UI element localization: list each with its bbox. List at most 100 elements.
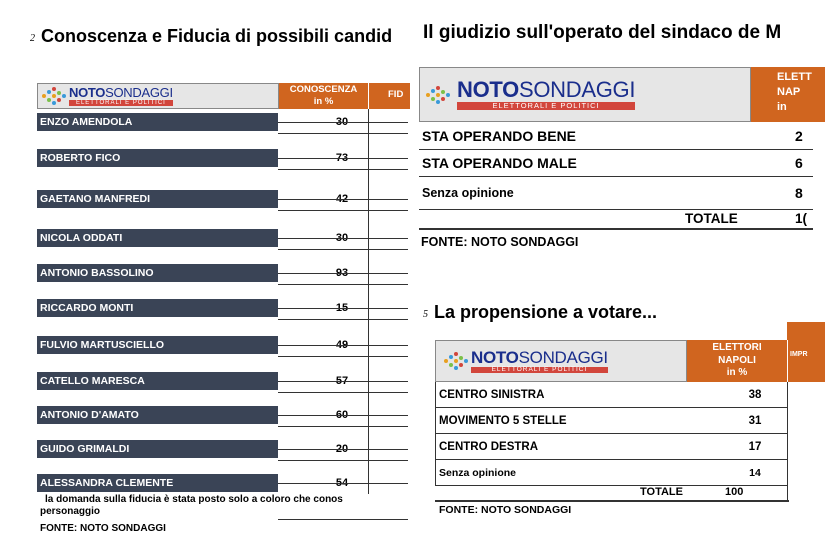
propensione-row: CENTRO DESTRA 17 xyxy=(435,434,787,460)
panel-conoscenza-fiducia: 2 Conoscenza e Fiducia di possibili candi… xyxy=(0,0,410,550)
panel3-total-value: 100 xyxy=(725,486,744,498)
header-elettori-line1: ELETT xyxy=(777,71,812,83)
candidate-name: ENZO AMENDOLA xyxy=(37,113,278,131)
giudizio-value: 6 xyxy=(795,155,803,171)
propensione-value: 14 xyxy=(749,467,761,479)
logo-dots-icon xyxy=(42,87,66,105)
logo-light: SONDAGGI xyxy=(105,85,173,100)
header-elettori-line2: NAP xyxy=(777,86,801,98)
header-elettori-napoli-line1: ELETTORI xyxy=(712,342,762,353)
giudizio-row: STA OPERANDO BENE 2 xyxy=(419,123,813,150)
propensione-label: MOVIMENTO 5 STELLE xyxy=(439,415,567,427)
logo-light: SONDAGGI xyxy=(518,77,636,103)
propensione-value: 31 xyxy=(748,415,762,427)
panel-giudizio-sindaco: Il giudizio sull'operato del sindaco de … xyxy=(417,0,825,270)
candidate-name: NICOLA ODDATI xyxy=(37,229,278,247)
logo-bold: NOTO xyxy=(457,77,519,103)
row-separator xyxy=(278,199,408,200)
panel3-title: 5 La propensione a votare... xyxy=(423,302,657,323)
panel3-title-text: La propensione a votare... xyxy=(434,302,658,322)
propensione-label: Senza opinione xyxy=(439,467,517,479)
giudizio-row: STA OPERANDO MALE 6 xyxy=(419,150,813,177)
panel1-title: 2 Conoscenza e Fiducia di possibili candi… xyxy=(30,26,392,47)
logo-sub: ELETTORALI E POLITICI xyxy=(69,100,173,106)
panel3-number: 5 xyxy=(423,309,428,320)
logo-dots-icon xyxy=(426,85,454,104)
propensione-row: CENTRO SINISTRA 38 xyxy=(435,382,787,408)
propensione-label: CENTRO DESTRA xyxy=(439,441,539,453)
header-elettori: ELETT NAP in xyxy=(751,67,825,122)
panel2-total-label: TOTALE xyxy=(685,211,738,226)
row-separator xyxy=(278,158,408,159)
row-separator xyxy=(278,169,408,170)
giudizio-label: STA OPERANDO BENE xyxy=(422,128,577,144)
row-separator xyxy=(278,356,408,357)
panel3-logo: NOTOSONDAGGI ELETTORALI E POLITICI xyxy=(435,340,687,382)
candidate-name: ANTONIO BASSOLINO xyxy=(37,264,278,282)
row-separator xyxy=(278,133,408,134)
giudizio-label: Senza opinione xyxy=(422,186,514,200)
header-elettori-napoli-line2: NAPOLI xyxy=(718,354,756,366)
row-separator xyxy=(278,426,408,427)
row-separator xyxy=(278,449,408,450)
panel1-note: la domanda sulla fiducia è stata posto s… xyxy=(45,494,343,505)
giudizio-value: 2 xyxy=(795,128,803,144)
panel3-total-label: TOTALE xyxy=(640,486,683,498)
candidate-name: GAETANO MANFREDI xyxy=(37,190,278,208)
logo-light: SONDAGGI xyxy=(518,347,609,367)
row-separator xyxy=(278,319,408,320)
header-impr: IMPR xyxy=(788,340,825,382)
row-separator xyxy=(278,381,408,382)
logo-sub: ELETTORALI E POLITICI xyxy=(457,102,636,110)
panel-propensione-voto: 5 La propensione a votare... NOTOSONDAGGI… xyxy=(417,290,825,550)
panel1-logo: NOTOSONDAGGI ELETTORALI E POLITICI xyxy=(37,83,279,109)
candidate-name: FULVIO MARTUSCIELLO xyxy=(37,336,278,354)
logo-bold: NOTO xyxy=(471,347,519,367)
row-separator xyxy=(278,273,408,274)
row-separator xyxy=(278,483,408,484)
giudizio-value: 8 xyxy=(795,185,803,201)
candidate-name: RICCARDO MONTI xyxy=(37,299,278,317)
panel2-total-row: TOTALE 1( xyxy=(419,210,813,230)
propensione-row: MOVIMENTO 5 STELLE 31 xyxy=(435,408,787,434)
panel3-total-row: TOTALE 100 xyxy=(435,486,789,502)
panel1-number: 2 xyxy=(30,33,35,44)
propensione-value: 38 xyxy=(748,389,762,401)
logo-dots-icon xyxy=(444,352,468,370)
giudizio-label: STA OPERANDO MALE xyxy=(422,155,577,171)
panel2-total-value: 1( xyxy=(795,211,808,226)
header-elettori-napoli: ELETTORI NAPOLI in % xyxy=(687,340,787,382)
row-separator xyxy=(278,415,408,416)
propensione-row: Senza opinione 14 xyxy=(435,460,787,486)
panel1-source: FONTE: NOTO SONDAGGI xyxy=(40,523,166,534)
candidate-name: GUIDO GRIMALDI xyxy=(37,440,278,458)
row-separator xyxy=(278,284,408,285)
header-conoscenza-label: CONOSCENZA xyxy=(289,84,358,95)
candidate-name: CATELLO MARESCA xyxy=(37,372,278,390)
candidate-name: ANTONIO D'AMATO xyxy=(37,406,278,424)
panel1-title-text: Conoscenza e Fiducia di possibili candid xyxy=(41,26,393,46)
row-separator xyxy=(278,210,408,211)
row-separator xyxy=(278,249,408,250)
header-fiducia: FID xyxy=(369,83,410,109)
header-elettori-line3: in xyxy=(777,101,787,113)
row-separator xyxy=(278,122,408,123)
panel1-note-cont: personaggio xyxy=(40,506,101,517)
propensione-value: 17 xyxy=(748,441,762,453)
row-separator xyxy=(278,460,408,461)
row-separator xyxy=(278,308,408,309)
row-separator xyxy=(278,238,408,239)
logo-sub: ELETTORALI E POLITICI xyxy=(471,366,608,374)
panel2-source: FONTE: NOTO SONDAGGI xyxy=(421,235,579,249)
panel2-title: Il giudizio sull'operato del sindaco de … xyxy=(423,22,782,43)
propensione-label: CENTRO SINISTRA xyxy=(439,389,545,401)
row-separator xyxy=(278,345,408,346)
row-separator xyxy=(278,392,408,393)
header-conoscenza: CONOSCENZA in % xyxy=(279,83,368,109)
logo-bold: NOTO xyxy=(69,85,106,100)
panel3-source: FONTE: NOTO SONDAGGI xyxy=(439,504,572,516)
panel2-logo: NOTOSONDAGGI ELETTORALI E POLITICI xyxy=(419,67,751,122)
giudizio-row: Senza opinione 8 xyxy=(419,177,813,210)
header-elettori-napoli-line3: in % xyxy=(726,367,748,378)
candidate-name: ROBERTO FICO xyxy=(37,149,278,167)
